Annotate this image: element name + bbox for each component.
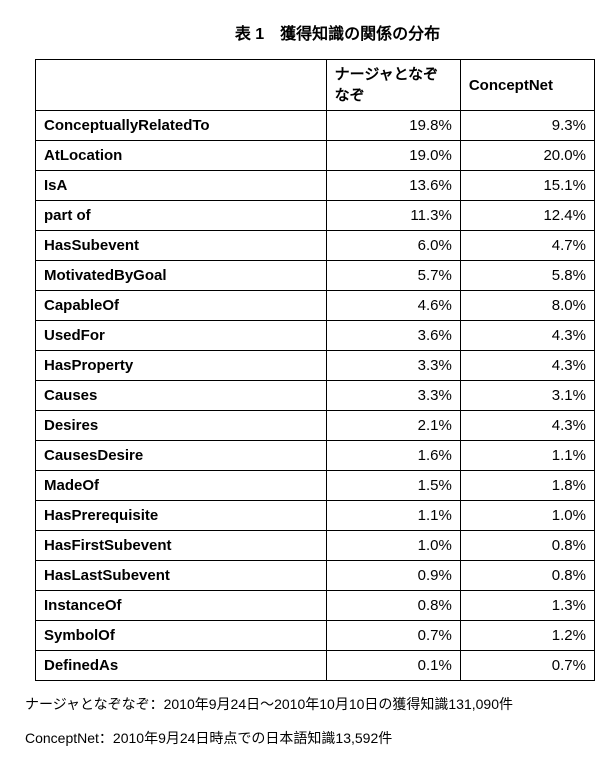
value-nadja: 19.0% — [326, 141, 460, 171]
value-nadja: 1.1% — [326, 501, 460, 531]
table-row: HasPrerequisite1.1%1.0% — [36, 501, 595, 531]
relation-name: CapableOf — [36, 291, 327, 321]
value-nadja: 0.1% — [326, 651, 460, 681]
value-nadja: 1.0% — [326, 531, 460, 561]
relation-name: HasFirstSubevent — [36, 531, 327, 561]
relation-name: part of — [36, 201, 327, 231]
relation-name: IsA — [36, 171, 327, 201]
value-conceptnet: 3.1% — [460, 381, 594, 411]
relation-name: HasPrerequisite — [36, 501, 327, 531]
value-nadja: 19.8% — [326, 111, 460, 141]
value-nadja: 0.9% — [326, 561, 460, 591]
table-row: ConceptuallyRelatedTo19.8%9.3% — [36, 111, 595, 141]
table-row: SymbolOf0.7%1.2% — [36, 621, 595, 651]
value-conceptnet: 4.3% — [460, 351, 594, 381]
col-header-conceptnet: ConceptNet — [460, 60, 594, 111]
value-conceptnet: 0.8% — [460, 561, 594, 591]
value-conceptnet: 0.7% — [460, 651, 594, 681]
table-row: MotivatedByGoal5.7%5.8% — [36, 261, 595, 291]
value-nadja: 13.6% — [326, 171, 460, 201]
value-nadja: 4.6% — [326, 291, 460, 321]
value-nadja: 0.7% — [326, 621, 460, 651]
value-nadja: 6.0% — [326, 231, 460, 261]
value-conceptnet: 1.2% — [460, 621, 594, 651]
relation-name: Desires — [36, 411, 327, 441]
value-conceptnet: 15.1% — [460, 171, 594, 201]
col-header-nadja: ナージャとなぞなぞ — [326, 60, 460, 111]
relation-name: HasProperty — [36, 351, 327, 381]
relation-name: MotivatedByGoal — [36, 261, 327, 291]
table-row: HasFirstSubevent1.0%0.8% — [36, 531, 595, 561]
relation-name: DefinedAs — [36, 651, 327, 681]
relation-name: InstanceOf — [36, 591, 327, 621]
table-row: HasProperty3.3%4.3% — [36, 351, 595, 381]
value-nadja: 1.5% — [326, 471, 460, 501]
table-row: AtLocation19.0%20.0% — [36, 141, 595, 171]
table-row: InstanceOf0.8%1.3% — [36, 591, 595, 621]
table-row: HasSubevent6.0%4.7% — [36, 231, 595, 261]
value-nadja: 5.7% — [326, 261, 460, 291]
value-nadja: 1.6% — [326, 441, 460, 471]
col-header-blank — [36, 60, 327, 111]
value-nadja: 3.6% — [326, 321, 460, 351]
value-nadja: 0.8% — [326, 591, 460, 621]
relation-name: SymbolOf — [36, 621, 327, 651]
table-caption: 表 1 獲得知識の関係の分布 — [20, 20, 595, 44]
value-conceptnet: 1.1% — [460, 441, 594, 471]
value-nadja: 11.3% — [326, 201, 460, 231]
value-conceptnet: 1.3% — [460, 591, 594, 621]
relation-name: AtLocation — [36, 141, 327, 171]
value-conceptnet: 5.8% — [460, 261, 594, 291]
value-conceptnet: 4.7% — [460, 231, 594, 261]
table-row: IsA13.6%15.1% — [36, 171, 595, 201]
footnote-2: ConceptNet：2010年9月24日時点での日本語知識13,592件 — [25, 727, 595, 749]
relation-name: Causes — [36, 381, 327, 411]
value-conceptnet: 1.8% — [460, 471, 594, 501]
table-row: DefinedAs0.1%0.7% — [36, 651, 595, 681]
value-conceptnet: 12.4% — [460, 201, 594, 231]
relation-name: MadeOf — [36, 471, 327, 501]
table-row: HasLastSubevent0.9%0.8% — [36, 561, 595, 591]
value-nadja: 2.1% — [326, 411, 460, 441]
relation-name: HasSubevent — [36, 231, 327, 261]
table-row: MadeOf1.5%1.8% — [36, 471, 595, 501]
table-row: Causes3.3%3.1% — [36, 381, 595, 411]
table-row: part of11.3%12.4% — [36, 201, 595, 231]
value-conceptnet: 0.8% — [460, 531, 594, 561]
data-table: ナージャとなぞなぞ ConceptNet ConceptuallyRelated… — [35, 59, 595, 681]
value-conceptnet: 8.0% — [460, 291, 594, 321]
relation-name: HasLastSubevent — [36, 561, 327, 591]
value-conceptnet: 4.3% — [460, 321, 594, 351]
table-header-row: ナージャとなぞなぞ ConceptNet — [36, 60, 595, 111]
value-nadja: 3.3% — [326, 351, 460, 381]
table-row: Desires2.1%4.3% — [36, 411, 595, 441]
relation-name: CausesDesire — [36, 441, 327, 471]
value-conceptnet: 4.3% — [460, 411, 594, 441]
footnote-1: ナージャとなぞなぞ：2010年9月24日～2010年10月10日の獲得知識131… — [25, 693, 595, 715]
value-conceptnet: 1.0% — [460, 501, 594, 531]
table-row: CapableOf4.6%8.0% — [36, 291, 595, 321]
value-conceptnet: 9.3% — [460, 111, 594, 141]
value-nadja: 3.3% — [326, 381, 460, 411]
value-conceptnet: 20.0% — [460, 141, 594, 171]
relation-name: UsedFor — [36, 321, 327, 351]
table-row: UsedFor3.6%4.3% — [36, 321, 595, 351]
table-row: CausesDesire1.6%1.1% — [36, 441, 595, 471]
relation-name: ConceptuallyRelatedTo — [36, 111, 327, 141]
